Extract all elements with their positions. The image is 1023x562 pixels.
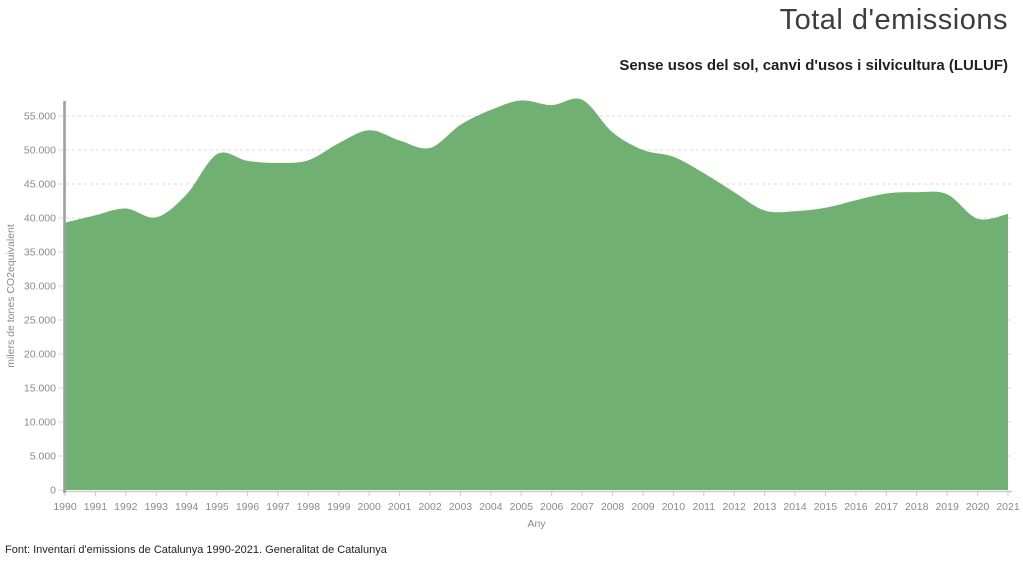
x-axis-title: Any: [527, 518, 546, 530]
x-tick-label: 2017: [875, 501, 899, 513]
emissions-area-chart: 0 5.000 10.000 15.000 20.000 25.000 30.000 35.0…: [5, 98, 1020, 530]
x-tick-label: 2013: [753, 501, 777, 513]
chart-title: Total d'emissions: [779, 4, 1008, 36]
x-tick-label: 1991: [84, 501, 108, 513]
x-tick-label: 2020: [966, 501, 990, 513]
x-tick-label: 2001: [388, 501, 412, 513]
x-tick-label: 1997: [266, 501, 290, 513]
y-tick-label: 40.000: [24, 213, 56, 225]
y-tick-label: 20.000: [24, 349, 56, 361]
x-tick-label: 2009: [631, 501, 655, 513]
x-tick-labels: 1990 1991 1992 1993 1994 1995 1996 1997 1998 1999…: [53, 501, 1020, 513]
y-tick-label: 55.000: [24, 111, 56, 123]
y-tick-label: 30.000: [24, 281, 56, 293]
y-tick-label: 0: [50, 485, 56, 497]
x-tick-label: 2012: [723, 501, 747, 513]
x-tick-label: 1994: [175, 501, 199, 513]
y-tick-label: 15.000: [24, 383, 56, 395]
x-tick-label: 2016: [844, 501, 868, 513]
x-tick-label: 2006: [540, 501, 564, 513]
y-axis-title: milers de tones CO2equivalent: [5, 224, 17, 368]
x-tick-label: 2011: [693, 501, 716, 513]
x-tick-label: 2018: [905, 501, 929, 513]
x-tick-label: 1999: [327, 501, 351, 513]
y-tick-label: 25.000: [24, 315, 56, 327]
x-tick-label: 2007: [570, 501, 594, 513]
y-tick-label: 50.000: [24, 145, 56, 157]
x-tick-label: 2000: [358, 501, 382, 513]
x-tick-label: 2014: [783, 501, 807, 513]
x-tick-label: 2008: [601, 501, 625, 513]
y-tick-label: 35.000: [24, 247, 56, 259]
x-tick-label: 2004: [479, 501, 503, 513]
x-tick-label: 2019: [935, 501, 959, 513]
x-tick-marks: [64, 492, 1009, 496]
x-tick-label: 1995: [205, 501, 229, 513]
x-tick-label: 1992: [114, 501, 138, 513]
y-tick-label: 45.000: [24, 179, 56, 191]
y-tick-labels: 0 5.000 10.000 15.000 20.000 25.000 30.000 35.0…: [24, 111, 56, 497]
y-tick-label: 10.000: [24, 417, 56, 429]
x-tick-label: 2003: [449, 501, 473, 513]
x-tick-label: 2002: [418, 501, 442, 513]
y-tick-label: 5.000: [30, 451, 56, 463]
x-tick-label: 2005: [510, 501, 534, 513]
chart-subtitle: Sense usos del sol, canvi d'usos i silvi…: [619, 57, 1008, 74]
source-note: Font: Inventari d'emissions de Catalunya…: [5, 544, 387, 556]
x-tick-label: 1990: [53, 501, 77, 513]
x-tick-label: 1996: [236, 501, 260, 513]
x-tick-label: 1998: [297, 501, 321, 513]
x-tick-label: 2015: [814, 501, 838, 513]
x-tick-label: 2010: [662, 501, 686, 513]
area-series: [65, 98, 1008, 490]
x-tick-label: 1993: [145, 501, 169, 513]
x-tick-label: 2021: [996, 501, 1020, 513]
